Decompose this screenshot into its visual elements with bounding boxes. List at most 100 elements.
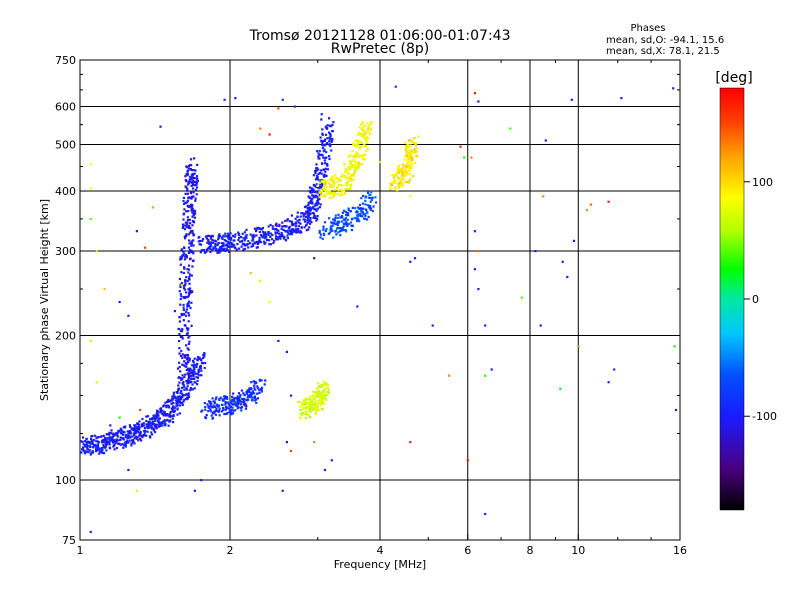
echo-point (93, 444, 96, 447)
echo-point (216, 405, 219, 408)
echo-point (269, 235, 272, 238)
echo-point (414, 150, 417, 154)
echo-point (334, 230, 337, 233)
echo-point (305, 224, 308, 227)
echo-point (195, 177, 198, 180)
echo-point (147, 421, 150, 424)
echo-point (178, 398, 181, 401)
echo-point (322, 232, 325, 235)
chart-title-line2: RwPretec (8p) (331, 41, 429, 57)
echo-point (327, 181, 330, 184)
echo-point (226, 407, 229, 410)
echo-point (224, 395, 227, 398)
echo-point (206, 403, 209, 406)
echo-point (163, 413, 166, 416)
echo-point (321, 408, 324, 411)
echo-point (304, 212, 307, 215)
echo-point (166, 404, 169, 407)
echo-point (198, 243, 201, 246)
echo-point (103, 439, 106, 442)
echo-point (182, 225, 185, 228)
echo-point (254, 381, 257, 384)
echo-point (323, 159, 326, 162)
echo-point (326, 383, 329, 386)
echo-point (196, 355, 200, 359)
echo-point (264, 233, 267, 236)
echo-point (397, 171, 400, 175)
echo-point (337, 189, 340, 192)
echo-point (182, 306, 185, 309)
echo-point (316, 396, 320, 399)
echo-point (363, 124, 366, 127)
echo-point (184, 192, 187, 195)
echo-point (101, 439, 104, 442)
echo-point (194, 199, 197, 202)
echo-point (179, 329, 183, 332)
echo-point (337, 178, 340, 181)
echo-point (410, 140, 413, 143)
echo-point (191, 215, 194, 218)
echo-point (340, 175, 343, 178)
echo-point (318, 149, 321, 153)
echo-point (224, 249, 227, 253)
echo-point (315, 219, 318, 222)
echo-point (135, 437, 138, 440)
echo-point (193, 177, 196, 180)
echo-point (263, 383, 266, 386)
echo-point (259, 240, 262, 243)
echo-point (111, 436, 114, 439)
echo-point (413, 148, 416, 151)
echo-point (204, 416, 207, 419)
echo-point (401, 185, 404, 188)
echo-point (406, 147, 409, 150)
echo-point (324, 181, 327, 184)
echo-point (409, 144, 412, 147)
echo-point (188, 218, 191, 221)
echo-point (228, 410, 231, 413)
echo-point (188, 196, 191, 199)
echo-point (335, 180, 338, 184)
echo-point (169, 410, 172, 414)
echo-point (406, 154, 409, 157)
echo-point (211, 235, 215, 238)
echo-point (358, 163, 361, 166)
echo-point (177, 387, 181, 390)
echo-point (339, 194, 342, 197)
echo-point (186, 174, 189, 177)
echo-point (324, 162, 327, 165)
echo-point (249, 242, 252, 245)
echo-point (319, 203, 322, 206)
echo-point (314, 405, 317, 408)
echo-point (311, 189, 314, 192)
echo-point (256, 387, 260, 390)
echo-point (180, 378, 183, 381)
echo-point (179, 370, 182, 373)
echo-point (251, 390, 254, 393)
echo-point (396, 188, 399, 192)
echo-point (217, 238, 220, 241)
echo-point (179, 354, 183, 357)
echo-point (117, 442, 121, 445)
echo-point (124, 445, 127, 448)
echo-point (350, 228, 354, 232)
echo-point (146, 423, 149, 426)
echo-point (191, 369, 194, 372)
echo-point (484, 374, 487, 377)
echo-point (90, 451, 93, 454)
echo-point (96, 443, 99, 446)
echo-point (324, 179, 327, 182)
echo-point (320, 139, 323, 142)
echo-point (185, 368, 188, 371)
echo-point (340, 184, 343, 187)
echo-point (329, 192, 332, 195)
echo-point (220, 245, 224, 248)
echo-point (176, 400, 180, 403)
echo-point (176, 408, 179, 411)
echo-point (210, 402, 213, 405)
echo-point (345, 177, 348, 180)
echo-point (185, 173, 188, 176)
echo-point (182, 271, 185, 275)
echo-point (313, 441, 316, 444)
echo-point (191, 203, 194, 206)
echo-point (180, 397, 183, 401)
